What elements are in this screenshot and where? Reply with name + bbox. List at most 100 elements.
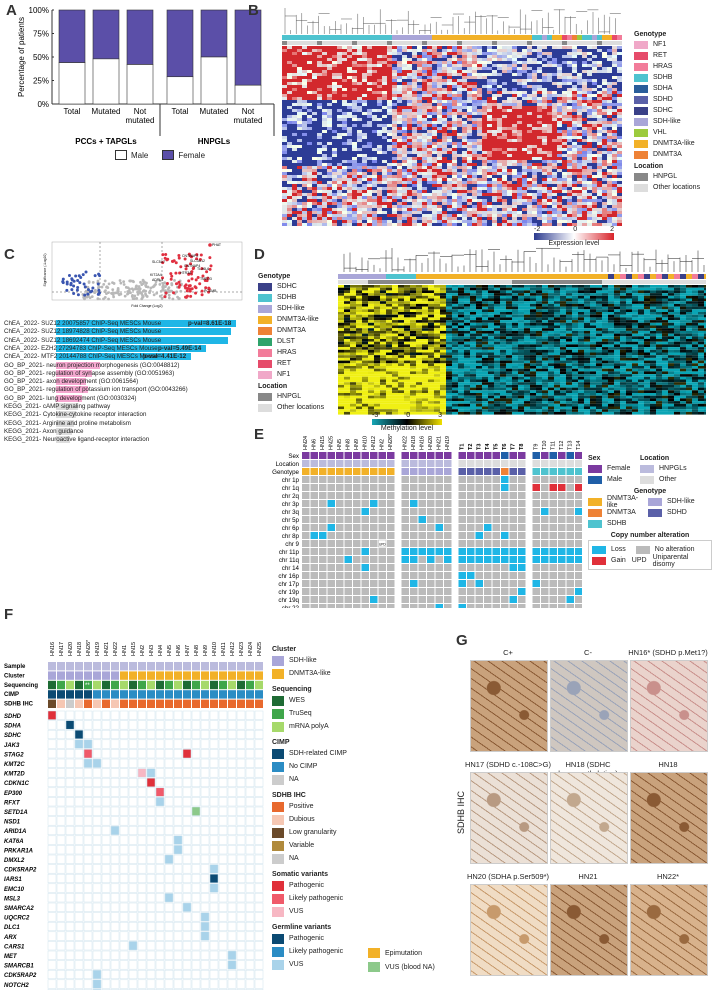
- b-heat-cell: [467, 94, 472, 97]
- b-heat-cell: [407, 223, 412, 226]
- d-genotype-cell: [632, 274, 638, 279]
- d-genotype-cell: [428, 274, 434, 279]
- b-heat-cell: [297, 64, 302, 67]
- b-heat-cell: [377, 199, 382, 202]
- b-heat-cell: [367, 58, 372, 61]
- b-heat-cell: [612, 115, 617, 118]
- b-heat-cell: [382, 202, 387, 205]
- b-heat-cell: [547, 202, 552, 205]
- b-heat-cell: [332, 58, 337, 61]
- b-heat-cell: [357, 94, 362, 97]
- b-heat-cell: [297, 223, 302, 226]
- d-genotype-swatch: [258, 370, 272, 379]
- b-heat-cell: [567, 220, 572, 223]
- b-heat-cell: [562, 193, 567, 196]
- b-heat-cell: [487, 124, 492, 127]
- b-heat-cell: [297, 103, 302, 106]
- b-heat-cell: [567, 148, 572, 151]
- b-heat-cell: [497, 103, 502, 106]
- b-heat-cell: [342, 175, 347, 178]
- b-heat-cell: [492, 46, 497, 49]
- enrichment-bar: [56, 411, 76, 419]
- b-heat-cell: [322, 52, 327, 55]
- b-heat-cell: [507, 55, 512, 58]
- b-heat-cell: [517, 223, 522, 226]
- b-heat-cell: [462, 73, 467, 76]
- b-heat-cell: [527, 190, 532, 193]
- b-heat-cell: [447, 64, 452, 67]
- b-heat-cell: [417, 178, 422, 181]
- b-heat-cell: [352, 190, 357, 193]
- b-heat-cell: [457, 211, 462, 214]
- b-heat-cell: [367, 109, 372, 112]
- b-heat-cell: [602, 193, 607, 196]
- b-heat-cell: [347, 82, 352, 85]
- b-heat-cell: [557, 163, 562, 166]
- b-heat-cell: [337, 115, 342, 118]
- b-heat-cell: [342, 220, 347, 223]
- b-heat-cell: [497, 55, 502, 58]
- c-point-down: [76, 279, 80, 283]
- b-heat-cell: [552, 181, 557, 184]
- b-heat-cell: [477, 61, 482, 64]
- b-heat-cell: [617, 136, 622, 139]
- b-heat-cell: [312, 220, 317, 223]
- b-heat-cell: [502, 55, 507, 58]
- b-heat-cell: [307, 160, 312, 163]
- b-heat-cell: [442, 205, 447, 208]
- b-heat-cell: [387, 163, 392, 166]
- b-heat-cell: [612, 88, 617, 91]
- enrichment-row: ChEA_2022- SUZ12 18692474 ChIP-Seq MESCs…: [4, 336, 254, 345]
- b-heat-cell: [507, 154, 512, 157]
- b-heat-cell: [532, 88, 537, 91]
- b-heat-cell: [377, 193, 382, 196]
- b-genotype-cell: [387, 35, 392, 40]
- b-heat-cell: [477, 145, 482, 148]
- b-heat-cell: [322, 223, 327, 226]
- b-heat-cell: [407, 73, 412, 76]
- b-heat-cell: [402, 178, 407, 181]
- b-heat-cell: [437, 91, 442, 94]
- b-heat-cell: [567, 133, 572, 136]
- b-heat-cell: [577, 127, 582, 130]
- b-heat-cell: [357, 178, 362, 181]
- b-heat-cell: [282, 70, 287, 73]
- b-heat-cell: [542, 103, 547, 106]
- b-heat-cell: [387, 64, 392, 67]
- c-point-up: [163, 295, 167, 299]
- b-heat-cell: [297, 67, 302, 70]
- b-heat-cell: [362, 151, 367, 154]
- b-heat-cell: [417, 148, 422, 151]
- b-heat-cell: [332, 64, 337, 67]
- b-heat-cell: [602, 115, 607, 118]
- b-heat-cell: [422, 127, 427, 130]
- b-heat-cell: [357, 184, 362, 187]
- b-heat-cell: [282, 49, 287, 52]
- b-heat-cell: [457, 55, 462, 58]
- b-heat-cell: [412, 217, 417, 220]
- b-heat-cell: [307, 100, 312, 103]
- b-heat-cell: [437, 79, 442, 82]
- b-heat-cell: [532, 163, 537, 166]
- b-heat-cell: [577, 52, 582, 55]
- b-heat-cell: [322, 55, 327, 58]
- b-heat-cell: [542, 82, 547, 85]
- b-heat-cell: [557, 76, 562, 79]
- b-heat-cell: [322, 82, 327, 85]
- b-genotype-cell: [592, 35, 597, 40]
- enrichment-row: GO_BP_2021- axon development (GO:0061564…: [4, 378, 254, 386]
- b-heat-cell: [307, 106, 312, 109]
- c-point-up: [161, 261, 165, 265]
- b-heat-cell: [312, 85, 317, 88]
- b-heat-cell: [322, 118, 327, 121]
- b-heat-cell: [562, 139, 567, 142]
- b-heat-cell: [527, 208, 532, 211]
- b-heat-cell: [557, 151, 562, 154]
- b-heat-cell: [462, 154, 467, 157]
- b-heat-cell: [532, 94, 537, 97]
- b-heat-cell: [382, 91, 387, 94]
- b-heat-cell: [317, 82, 322, 85]
- b-heat-cell: [402, 187, 407, 190]
- b-heat-cell: [612, 217, 617, 220]
- b-location-cell: [602, 41, 607, 45]
